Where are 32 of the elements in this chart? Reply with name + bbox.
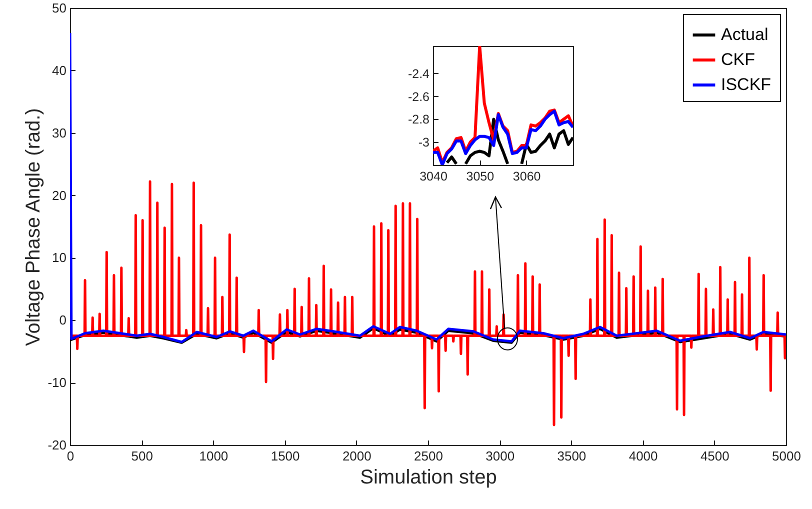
x-axis-title: Simulation step [360, 466, 497, 488]
x-tick-label: 1500 [270, 448, 300, 464]
legend-label: ISCKF [721, 75, 772, 94]
y-tick-label: 20 [52, 188, 66, 203]
x-tick-label: 3500 [557, 448, 586, 464]
legend-label: Actual [721, 25, 768, 44]
y-tick-label: -20 [48, 438, 66, 452]
y-tick-label: 40 [52, 62, 66, 78]
x-tick-label: 2000 [342, 448, 372, 464]
y-tick-label: -2.4 [408, 66, 430, 81]
y-tick-label: 10 [52, 250, 66, 266]
x-tick-label: 1000 [199, 448, 228, 464]
x-tick-label: 2500 [414, 448, 443, 464]
x-tick-label: 4000 [628, 448, 658, 464]
legend-label: CKF [721, 50, 755, 69]
x-tick-label: 4500 [700, 448, 730, 464]
x-tick-label: 3040 [420, 170, 448, 184]
y-tick-label: -2.8 [408, 112, 430, 127]
y-tick-label: -3 [418, 136, 430, 150]
line-series [70, 180, 786, 426]
y-tick-label: -10 [48, 375, 66, 390]
x-tick-label: 3000 [486, 448, 515, 464]
y-axis-title: Voltage Phase Angle (rad.) [22, 108, 45, 346]
y-tick-label: 50 [52, 0, 66, 16]
y-tick-label: 30 [52, 125, 66, 140]
x-tick-label: 3060 [512, 170, 541, 184]
y-tick-label: -2.6 [408, 90, 430, 104]
x-tick-label: 5000 [772, 448, 801, 464]
line-series [433, 110, 573, 165]
y-tick-label: 0 [59, 312, 66, 328]
x-tick-label: 500 [131, 448, 153, 464]
x-tick-label: 3050 [466, 170, 494, 184]
